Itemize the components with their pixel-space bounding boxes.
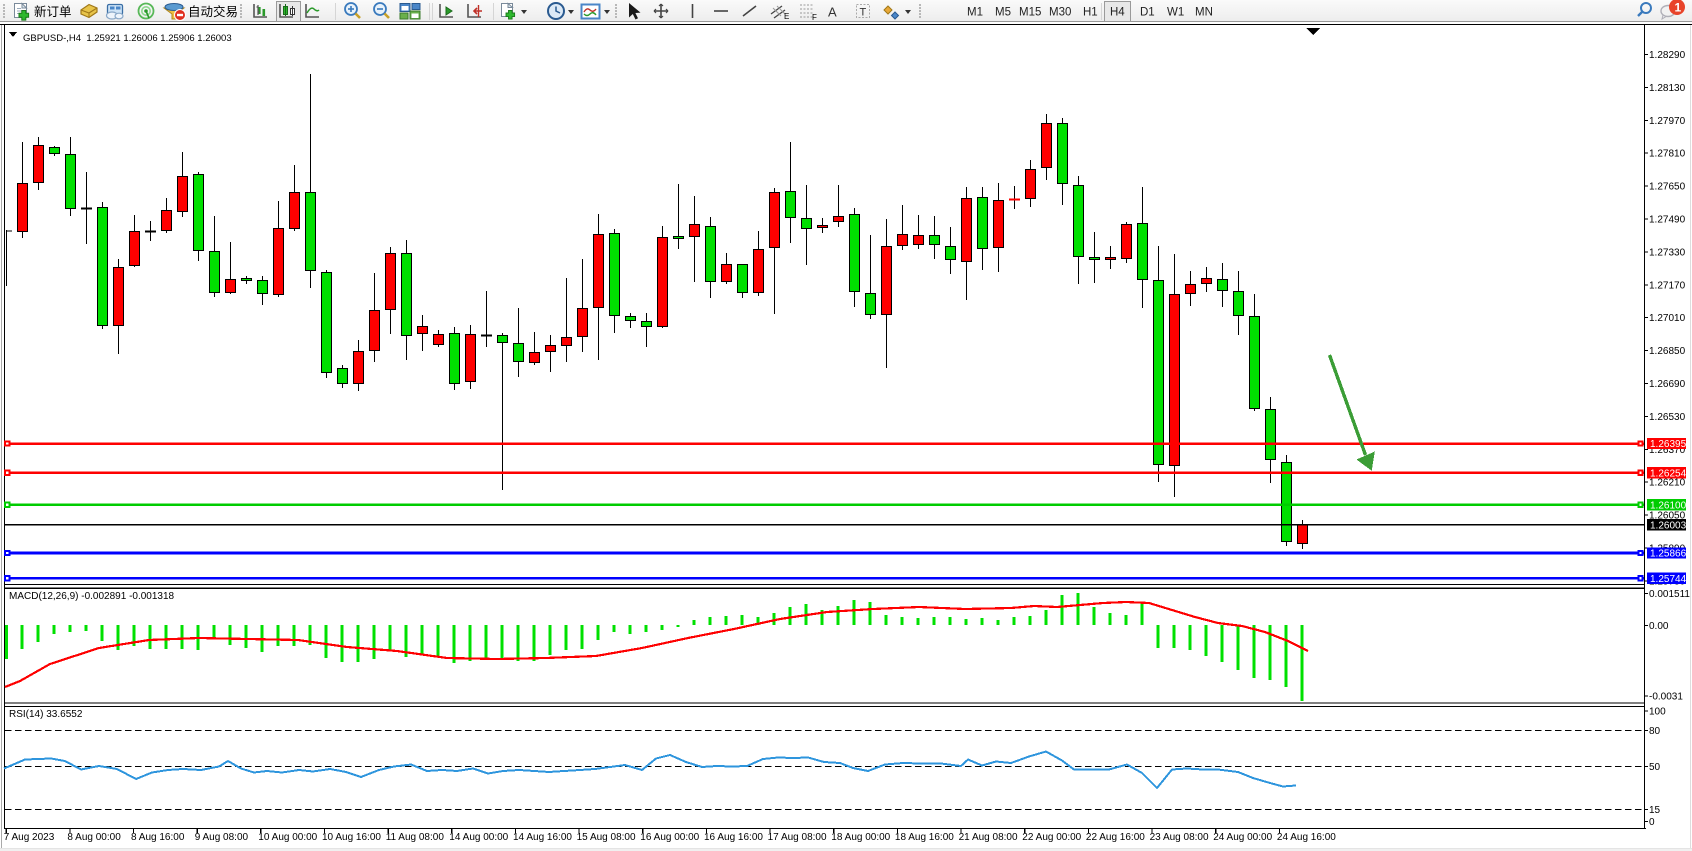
svg-text:50: 50 — [1649, 762, 1661, 773]
svg-text:E: E — [784, 12, 789, 21]
svg-text:1.26395: 1.26395 — [1650, 439, 1687, 450]
svg-text:-0.0031: -0.0031 — [1649, 692, 1683, 703]
svg-text:GBPUSD-,H4 1.25921 1.26006 1.: GBPUSD-,H4 1.25921 1.26006 1.25906 1.260… — [23, 33, 232, 44]
svg-text:MN: MN — [1195, 7, 1213, 19]
svg-text:21 Aug 08:00: 21 Aug 08:00 — [959, 832, 1018, 843]
svg-text:9 Aug 08:00: 9 Aug 08:00 — [195, 832, 249, 843]
svg-text:16 Aug 00:00: 16 Aug 00:00 — [640, 832, 699, 843]
svg-text:M30: M30 — [1049, 7, 1071, 19]
svg-text:15 Aug 08:00: 15 Aug 08:00 — [577, 832, 636, 843]
svg-text:80: 80 — [1649, 726, 1661, 737]
svg-text:1.27810: 1.27810 — [1649, 149, 1686, 160]
svg-text:MACD(12,26,9) -0.002891 -0.001: MACD(12,26,9) -0.002891 -0.001318 — [9, 591, 175, 602]
svg-text:T: T — [860, 7, 867, 19]
svg-text:1.27970: 1.27970 — [1649, 116, 1686, 127]
svg-text:RSI(14) 33.6552: RSI(14) 33.6552 — [9, 709, 83, 720]
svg-text:W1: W1 — [1167, 7, 1184, 19]
svg-text:1.28130: 1.28130 — [1649, 83, 1686, 94]
svg-text:17 Aug 08:00: 17 Aug 08:00 — [768, 832, 827, 843]
svg-text:自动交易: 自动交易 — [188, 4, 238, 19]
svg-text:F: F — [812, 13, 817, 22]
svg-text:7 Aug 2023: 7 Aug 2023 — [4, 832, 55, 843]
svg-text:100: 100 — [1649, 707, 1666, 718]
svg-text:1.26370: 1.26370 — [1649, 445, 1686, 456]
svg-text:8 Aug 00:00: 8 Aug 00:00 — [67, 832, 121, 843]
svg-text:24 Aug 16:00: 24 Aug 16:00 — [1277, 832, 1336, 843]
svg-text:1.26100: 1.26100 — [1650, 500, 1687, 511]
svg-text:18 Aug 00:00: 18 Aug 00:00 — [831, 832, 890, 843]
svg-text:1.27490: 1.27490 — [1649, 215, 1686, 226]
svg-text:22 Aug 16:00: 22 Aug 16:00 — [1086, 832, 1145, 843]
svg-text:1.26530: 1.26530 — [1649, 412, 1686, 423]
svg-text:H4: H4 — [1110, 7, 1125, 19]
svg-text:1.26850: 1.26850 — [1649, 346, 1686, 357]
svg-text:M1: M1 — [967, 7, 983, 19]
svg-text:1.25744: 1.25744 — [1650, 574, 1687, 585]
svg-text:24 Aug 00:00: 24 Aug 00:00 — [1213, 832, 1272, 843]
svg-text:0.00: 0.00 — [1649, 621, 1669, 632]
svg-text:8 Aug 16:00: 8 Aug 16:00 — [131, 832, 185, 843]
svg-text:D1: D1 — [1140, 7, 1155, 19]
svg-text:1.27170: 1.27170 — [1649, 280, 1686, 291]
svg-text:1.26050: 1.26050 — [1649, 511, 1686, 522]
svg-text:M15: M15 — [1019, 7, 1041, 19]
svg-text:0: 0 — [1649, 817, 1655, 828]
svg-text:1.27010: 1.27010 — [1649, 313, 1686, 324]
svg-text:10 Aug 00:00: 10 Aug 00:00 — [258, 832, 317, 843]
svg-text:1.27330: 1.27330 — [1649, 247, 1686, 258]
svg-text:A: A — [828, 5, 837, 20]
svg-text:1: 1 — [1675, 1, 1682, 15]
svg-text:1.26210: 1.26210 — [1649, 478, 1686, 489]
svg-text:16 Aug 16:00: 16 Aug 16:00 — [704, 832, 763, 843]
svg-text:M5: M5 — [995, 7, 1011, 19]
svg-text:1.26254: 1.26254 — [1650, 468, 1687, 479]
svg-text:14 Aug 16:00: 14 Aug 16:00 — [513, 832, 572, 843]
svg-text:22 Aug 00:00: 22 Aug 00:00 — [1022, 832, 1081, 843]
svg-text:1.28290: 1.28290 — [1649, 50, 1686, 61]
svg-text:11 Aug 08:00: 11 Aug 08:00 — [386, 832, 445, 843]
svg-text:10 Aug 16:00: 10 Aug 16:00 — [322, 832, 381, 843]
svg-text:23 Aug 08:00: 23 Aug 08:00 — [1150, 832, 1209, 843]
svg-text:0.001511: 0.001511 — [1649, 589, 1690, 600]
svg-text:H1: H1 — [1083, 7, 1098, 19]
svg-text:1.25866: 1.25866 — [1650, 549, 1687, 560]
svg-text:15: 15 — [1649, 805, 1661, 816]
svg-text:18 Aug 16:00: 18 Aug 16:00 — [895, 832, 954, 843]
svg-text:1.27650: 1.27650 — [1649, 182, 1686, 193]
svg-text:1.26690: 1.26690 — [1649, 379, 1686, 390]
svg-text:14 Aug 00:00: 14 Aug 00:00 — [449, 832, 508, 843]
svg-text:新订单: 新订单 — [34, 4, 72, 19]
svg-text:1.26003: 1.26003 — [1650, 520, 1687, 531]
